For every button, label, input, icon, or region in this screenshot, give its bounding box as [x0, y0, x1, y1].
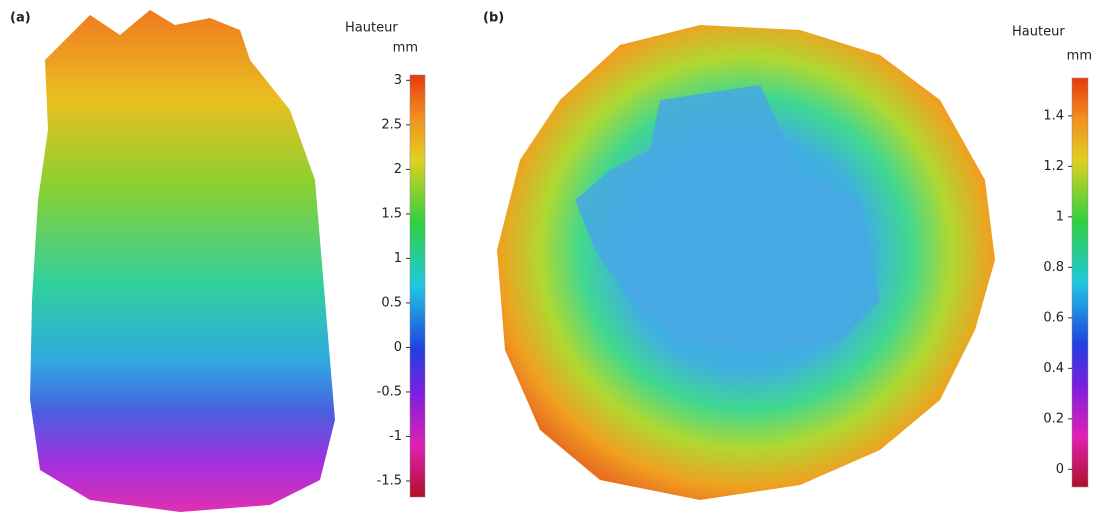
tick-label: 0 — [1056, 462, 1064, 477]
tick-label: -1 — [389, 429, 402, 444]
colorbar — [409, 74, 426, 498]
colorbar-title: Hauteur — [345, 21, 398, 36]
surface-a — [30, 10, 335, 512]
tick-label: 0.4 — [1043, 361, 1064, 376]
tick-label: 2.5 — [381, 117, 402, 132]
tick-label: 0.6 — [1043, 310, 1064, 325]
tick-label: 0.8 — [1043, 260, 1064, 275]
colorbar-unit: mm — [1067, 49, 1092, 64]
colorbar-unit: mm — [393, 41, 418, 56]
tick-label: 1 — [394, 251, 402, 266]
panel-b: (b) — [483, 11, 995, 500]
panel-a: (a) — [10, 10, 335, 512]
tick-label: 0.2 — [1043, 411, 1064, 426]
colorbar-title: Hauteur — [1012, 25, 1065, 40]
tick-label: 0 — [394, 340, 402, 355]
tick-label: 1 — [1056, 209, 1064, 224]
basin-b — [575, 85, 880, 355]
colorbar — [1071, 77, 1089, 488]
panel-label: (a) — [10, 11, 31, 26]
tick-label: 0.5 — [381, 295, 402, 310]
tick-label: 1.5 — [381, 206, 402, 221]
tick-label: 3 — [394, 73, 402, 88]
tick-label: 2 — [394, 162, 402, 177]
panel-label: (b) — [483, 11, 504, 26]
tick-label: -1.5 — [377, 473, 402, 488]
tick-label: 1.4 — [1043, 108, 1064, 123]
tick-label: 1.2 — [1043, 159, 1064, 174]
tick-label: -0.5 — [377, 384, 402, 399]
